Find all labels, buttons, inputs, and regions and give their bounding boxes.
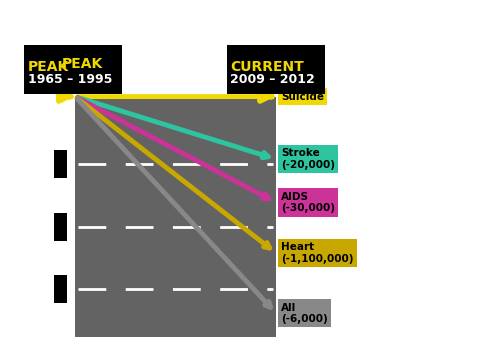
FancyBboxPatch shape bbox=[55, 213, 67, 241]
FancyBboxPatch shape bbox=[227, 45, 325, 94]
FancyBboxPatch shape bbox=[75, 97, 276, 337]
Text: 1965 – 1995: 1965 – 1995 bbox=[28, 73, 112, 86]
Text: PEAK: PEAK bbox=[62, 57, 103, 71]
Text: All
(-6,000): All (-6,000) bbox=[281, 302, 328, 324]
FancyBboxPatch shape bbox=[55, 150, 67, 178]
Text: PEAK: PEAK bbox=[28, 60, 69, 74]
Text: Suicide: Suicide bbox=[281, 92, 324, 102]
Text: AIDS
(-30,000): AIDS (-30,000) bbox=[281, 192, 335, 214]
FancyBboxPatch shape bbox=[24, 45, 122, 94]
FancyBboxPatch shape bbox=[55, 275, 67, 303]
Text: CURRENT: CURRENT bbox=[230, 60, 304, 74]
Text: 2009 – 2012: 2009 – 2012 bbox=[230, 73, 315, 86]
Text: Stroke
(-20,000): Stroke (-20,000) bbox=[281, 148, 335, 170]
Text: Heart
(-1,100,000): Heart (-1,100,000) bbox=[281, 242, 354, 264]
